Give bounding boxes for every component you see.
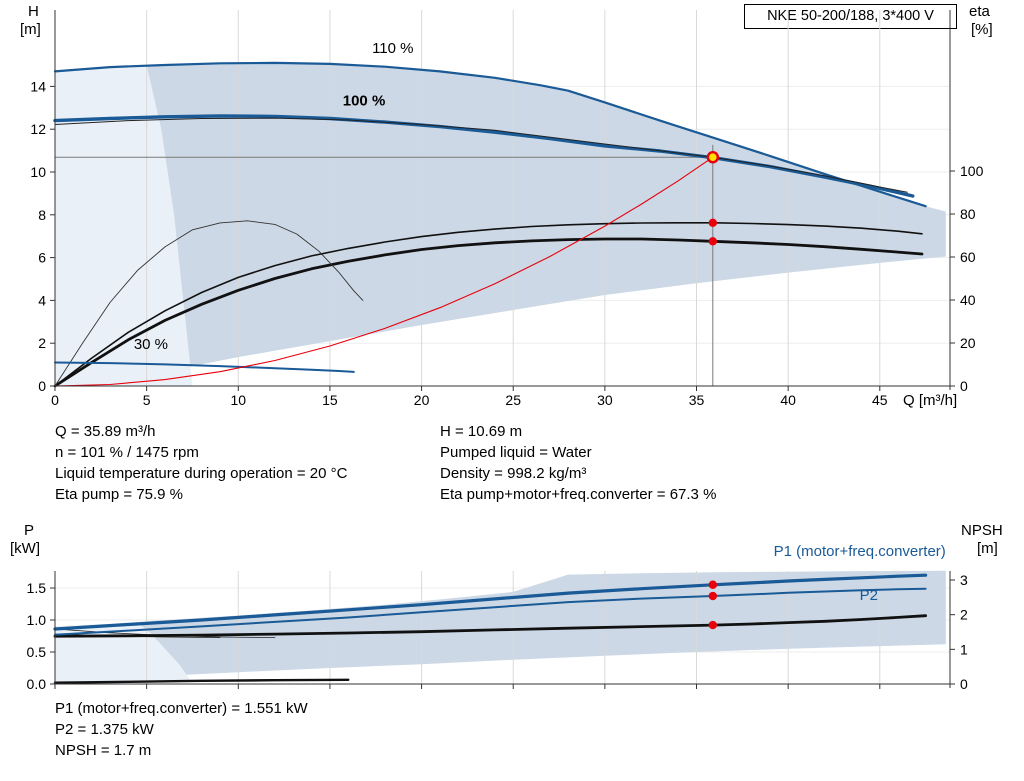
h-axis-title: H: [28, 3, 39, 20]
info-head: H = 10.69 m: [440, 423, 523, 440]
eta-total-curve: [53, 237, 924, 388]
power-npsh-chart: P1 (motor+freq.converter) P2 0.0 0.5 1.0 1.5 0…: [27, 543, 968, 692]
info-density: Density = 998.2 kg/m³: [440, 465, 587, 482]
curve-label: 110 %: [372, 40, 413, 57]
eta-reduced-speed-curve: [54, 220, 364, 387]
info-pumped-liquid: Pumped liquid = Water: [440, 444, 592, 461]
info-liquid-temperature: Liquid temperature during operation = 20…: [55, 465, 348, 482]
left-tick-label: 1.0: [27, 612, 47, 628]
npsh-point: [708, 620, 718, 630]
info-eta-pump: Eta pump = 75.9 %: [55, 486, 183, 503]
low-flow-region: [55, 622, 191, 683]
x-tick-label: 35: [689, 392, 705, 408]
x-tick-label: 30: [597, 392, 613, 408]
speed-curve-101pct: [54, 117, 908, 193]
right-tick-label: 60: [960, 249, 976, 265]
right-tick-label: 100: [960, 163, 984, 179]
power-envelope: [55, 570, 946, 683]
right-tick-label: 0: [960, 676, 968, 692]
left-tick-label: 12: [30, 121, 46, 137]
npsh-axis-unit: [m]: [977, 540, 998, 557]
left-tick-label: 0.5: [27, 644, 47, 660]
curve-label: P2: [860, 587, 878, 604]
left-tick-label: 6: [38, 250, 46, 266]
right-tick-label: 2: [960, 607, 968, 623]
left-tick-label: 8: [38, 207, 46, 223]
right-tick-label: 3: [960, 572, 968, 588]
system-curve: [54, 156, 714, 387]
low-flow-region: [55, 65, 193, 386]
duty-info-right-column: H = 10.69 m Pumped liquid = Water Densit…: [440, 423, 716, 507]
results-block: P1 (motor+freq.converter) = 1.551 kW P2 …: [55, 700, 308, 763]
eta-pump-curve: [54, 222, 923, 387]
x-tick-label: 15: [322, 392, 338, 408]
p1-point: [708, 580, 718, 589]
result-npsh: NPSH = 1.7 m: [55, 742, 152, 759]
left-tick-label: 2: [38, 335, 46, 351]
result-p2: P2 = 1.375 kW: [55, 721, 154, 738]
right-tick-label: 1: [960, 641, 968, 657]
info-flow: Q = 35.89 m³/h: [55, 423, 156, 440]
eta-pump-point: [708, 218, 718, 228]
left-tick-label: 0: [38, 378, 46, 394]
right-tick-label: 40: [960, 292, 976, 308]
right-tick-label: 0: [960, 378, 968, 394]
curve-label: 100 %: [343, 93, 386, 110]
duty-point: [706, 151, 720, 164]
p1-curve: [53, 573, 928, 631]
x-tick-label: 45: [872, 392, 888, 408]
left-tick-label: 14: [30, 78, 46, 94]
p2-point: [708, 591, 718, 601]
x-tick-label: 0: [51, 392, 59, 408]
qh-eta-chart: 110 % 100 % 30 % 0 2 4 6 8 10 12 14 0 20 40 60 80 100 0 5 1…: [30, 10, 984, 409]
left-tick-label: 0.0: [27, 676, 47, 692]
p-axis-unit: [kW]: [10, 540, 40, 557]
operating-envelope: [55, 62, 946, 387]
x-tick-label: 20: [414, 392, 430, 408]
duty-info-left-column: Q = 35.89 m³/h n = 101 % / 1475 rpm Liqu…: [55, 423, 347, 507]
p-low-speed-curve: [53, 678, 350, 684]
curve-label: P1 (motor+freq.converter): [774, 543, 946, 560]
left-tick-label: 10: [30, 164, 46, 180]
right-tick-label: 80: [960, 206, 976, 222]
x-axis-label: Q [m³/h]: [903, 392, 957, 409]
x-tick-label: 5: [143, 392, 151, 408]
speed-curve-30pct: [54, 361, 355, 373]
x-tick-label: 40: [780, 392, 796, 408]
info-eta-total: Eta pump+motor+freq.converter = 67.3 %: [440, 486, 717, 503]
right-tick-label: 20: [960, 335, 976, 351]
h-axis-unit: [m]: [20, 21, 41, 38]
x-tick-label: 10: [230, 392, 246, 408]
result-p1: P1 (motor+freq.converter) = 1.551 kW: [55, 700, 308, 717]
eta-axis-unit: [%]: [971, 21, 993, 38]
left-tick-label: 1.5: [27, 580, 47, 596]
eta-total-point: [708, 237, 718, 246]
p-axis-title: P: [24, 522, 35, 539]
npsh-curve: [53, 614, 927, 638]
speed-curve-110pct: [53, 61, 927, 208]
x-tick-label: 25: [505, 392, 521, 408]
eta-axis-title: eta: [969, 3, 990, 20]
left-tick-label: 4: [38, 292, 46, 308]
info-speed: n = 101 % / 1475 rpm: [55, 444, 199, 461]
p2-curve: [54, 587, 927, 636]
curve-label: 30 %: [134, 336, 168, 353]
speed-curve-100pct: [53, 114, 915, 198]
npsh-axis-title: NPSH: [961, 522, 1003, 539]
pump-model-title: NKE 50-200/188, 3*400 V: [744, 4, 957, 29]
